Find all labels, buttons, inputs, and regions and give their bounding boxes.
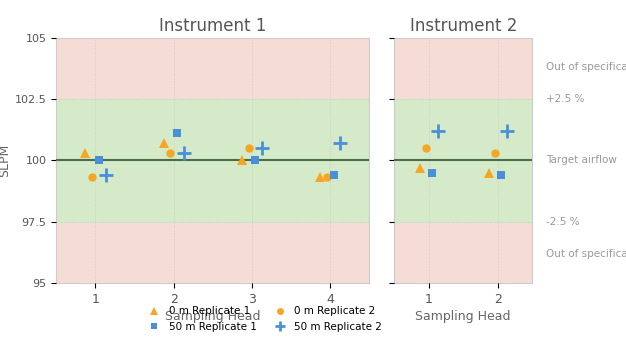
Bar [394,38,532,99]
Bar [394,222,532,283]
Bar [56,38,369,99]
X-axis label: Sampling Head: Sampling Head [165,310,260,323]
Title: Instrument 1: Instrument 1 [159,17,267,34]
Bar [56,222,369,283]
Y-axis label: SLPM: SLPM [0,144,11,177]
Text: -2.5 %: -2.5 % [546,217,580,227]
Legend: 0 m Replicate 1, 50 m Replicate 1, 0 m Replicate 2, 50 m Replicate 2: 0 m Replicate 1, 50 m Replicate 1, 0 m R… [140,302,386,336]
Text: Out of specification: Out of specification [546,249,626,258]
Text: Out of specification: Out of specification [546,62,626,72]
Bar [56,99,369,222]
Bar [394,99,532,222]
Title: Instrument 2: Instrument 2 [409,17,517,34]
Text: +2.5 %: +2.5 % [546,94,584,104]
Text: Target airflow: Target airflow [546,155,617,165]
X-axis label: Sampling Head: Sampling Head [416,310,511,323]
